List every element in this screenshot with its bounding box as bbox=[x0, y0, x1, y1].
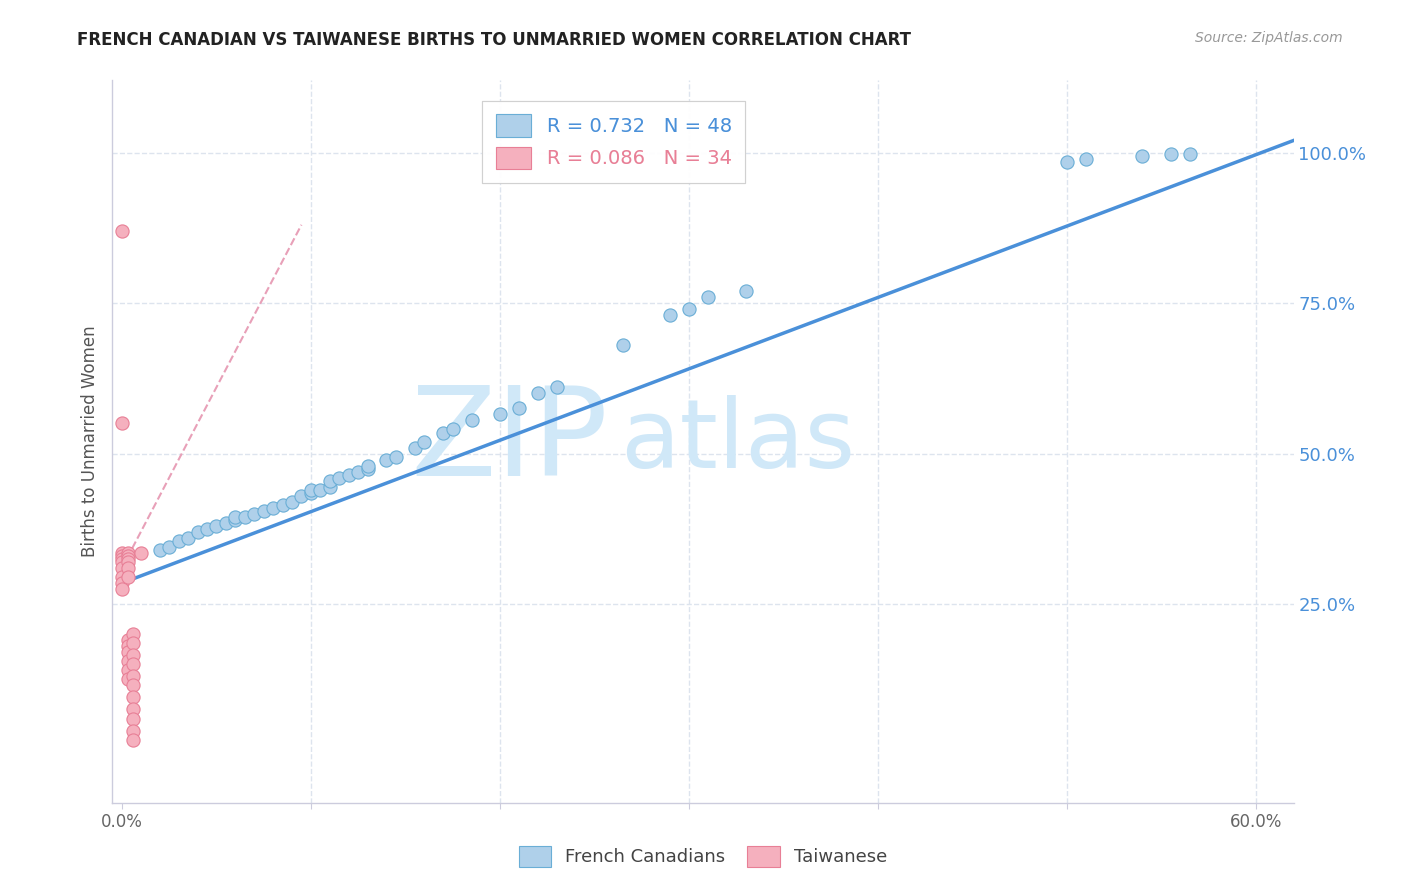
Point bbox=[299, 483, 322, 497]
Point bbox=[205, 519, 228, 533]
Point bbox=[385, 450, 408, 464]
Point bbox=[117, 555, 139, 569]
Point bbox=[111, 552, 134, 566]
Text: atlas: atlas bbox=[620, 395, 855, 488]
Point bbox=[167, 533, 190, 548]
Point bbox=[319, 480, 342, 494]
Point bbox=[122, 678, 145, 692]
Point bbox=[281, 494, 304, 508]
Point bbox=[122, 636, 145, 650]
Point bbox=[117, 561, 139, 575]
Point bbox=[111, 555, 134, 569]
Point bbox=[413, 434, 436, 449]
Point bbox=[328, 471, 350, 485]
Point bbox=[129, 546, 152, 560]
Point bbox=[117, 546, 139, 560]
Point bbox=[122, 712, 145, 726]
Point bbox=[224, 509, 246, 524]
Point bbox=[117, 654, 139, 668]
Point bbox=[111, 561, 134, 575]
Point bbox=[262, 500, 284, 515]
Point bbox=[117, 549, 139, 563]
Point bbox=[111, 417, 134, 431]
Point bbox=[215, 516, 238, 530]
Point bbox=[356, 461, 378, 475]
Point bbox=[117, 664, 139, 678]
Point bbox=[1130, 148, 1153, 162]
Point bbox=[117, 639, 139, 653]
Point bbox=[122, 627, 145, 641]
Point bbox=[404, 441, 426, 455]
Point bbox=[186, 524, 208, 539]
Point bbox=[122, 702, 145, 716]
Point bbox=[1178, 146, 1201, 161]
Point bbox=[195, 522, 218, 536]
Point bbox=[233, 509, 256, 524]
Point bbox=[734, 284, 756, 298]
Point bbox=[149, 542, 172, 557]
Point bbox=[375, 452, 398, 467]
Point bbox=[489, 408, 512, 422]
Point bbox=[658, 308, 681, 322]
Point bbox=[117, 570, 139, 584]
Point bbox=[432, 425, 454, 440]
Point bbox=[122, 723, 145, 738]
Point bbox=[117, 645, 139, 659]
Point bbox=[122, 669, 145, 683]
Point bbox=[111, 582, 134, 596]
Point bbox=[111, 576, 134, 591]
Point bbox=[508, 401, 530, 416]
Point bbox=[117, 552, 139, 566]
Point bbox=[678, 301, 700, 317]
Point bbox=[122, 657, 145, 672]
Point bbox=[460, 413, 482, 427]
Y-axis label: Births to Unmarried Women: Births to Unmarried Women bbox=[80, 326, 98, 558]
Point bbox=[290, 489, 312, 503]
Legend: R = 0.732   N = 48, R = 0.086   N = 34: R = 0.732 N = 48, R = 0.086 N = 34 bbox=[482, 101, 745, 183]
Point bbox=[1160, 146, 1182, 161]
Point bbox=[111, 570, 134, 584]
Point bbox=[224, 513, 246, 527]
Legend: French Canadians, Taiwanese: French Canadians, Taiwanese bbox=[512, 838, 894, 874]
Text: FRENCH CANADIAN VS TAIWANESE BIRTHS TO UNMARRIED WOMEN CORRELATION CHART: FRENCH CANADIAN VS TAIWANESE BIRTHS TO U… bbox=[77, 31, 911, 49]
Point bbox=[1056, 154, 1078, 169]
Point bbox=[122, 732, 145, 747]
Point bbox=[526, 386, 548, 401]
Point bbox=[122, 690, 145, 705]
Point bbox=[356, 458, 378, 473]
Point bbox=[177, 531, 200, 545]
Point bbox=[111, 224, 134, 238]
Point bbox=[612, 338, 634, 352]
Point bbox=[546, 380, 568, 394]
Point bbox=[271, 498, 294, 512]
Point bbox=[157, 540, 180, 554]
Point bbox=[309, 483, 332, 497]
Text: ZIP: ZIP bbox=[411, 381, 609, 502]
Point bbox=[1074, 152, 1097, 166]
Point bbox=[337, 467, 360, 482]
Point bbox=[122, 648, 145, 663]
Point bbox=[299, 485, 322, 500]
Point bbox=[111, 549, 134, 563]
Point bbox=[253, 504, 276, 518]
Point bbox=[347, 465, 370, 479]
Point bbox=[319, 474, 342, 488]
Point bbox=[111, 546, 134, 560]
Point bbox=[441, 423, 464, 437]
Text: Source: ZipAtlas.com: Source: ZipAtlas.com bbox=[1195, 31, 1343, 45]
Point bbox=[243, 507, 266, 521]
Point bbox=[117, 633, 139, 648]
Point bbox=[117, 673, 139, 687]
Point bbox=[696, 290, 718, 304]
